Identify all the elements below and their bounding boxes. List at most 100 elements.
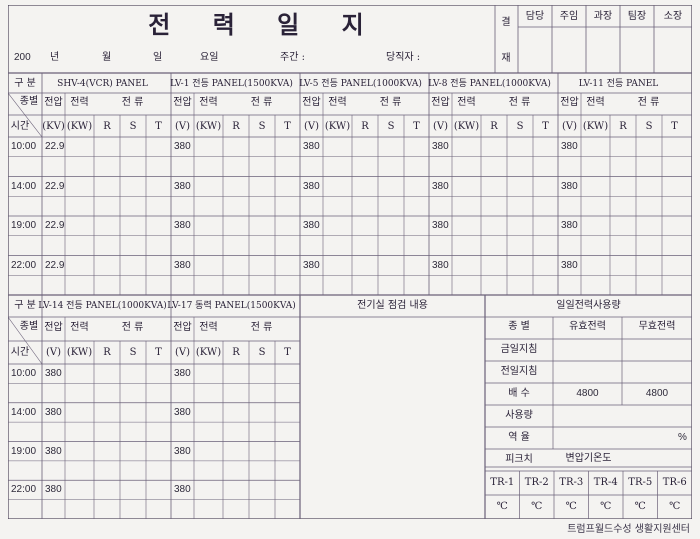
top-panel-4-current-label: 전 류 bbox=[508, 97, 531, 108]
top-panel-1-voltage-2: 22.9 bbox=[45, 180, 65, 192]
approval-side-top: 결 bbox=[501, 17, 511, 28]
top-panel-4-power-unit: (KW) bbox=[453, 121, 480, 132]
top-time-2: 14:00 bbox=[11, 180, 37, 192]
top-panel-1-voltage-3: 22.9 bbox=[45, 220, 65, 231]
top-panel-2-power-unit: (KW) bbox=[195, 121, 222, 132]
transformer-title: 변압기온도 bbox=[565, 453, 612, 464]
transformer-TR-6-unit: ℃ bbox=[669, 501, 681, 512]
top-panel-3-power-label: 전력 bbox=[328, 97, 347, 108]
top-panel-1-volt-unit: (KV) bbox=[42, 121, 65, 132]
approval-role-3: 과장 bbox=[593, 11, 613, 22]
transformer-TR-4-label: TR-4 bbox=[593, 477, 618, 488]
top-panel-1-phase-T: T bbox=[155, 121, 162, 132]
bottom-panel-1-power-unit: (KW) bbox=[66, 347, 93, 358]
section-label-bottom: 구 분 bbox=[14, 300, 36, 311]
form-grid-lines bbox=[8, 5, 692, 519]
section-label-top: 구 분 bbox=[14, 78, 36, 89]
transformer-TR-2-unit: ℃ bbox=[531, 501, 543, 512]
top-panel-2-voltage-4: 380 bbox=[174, 259, 191, 271]
inspection-title: 전기실 점검 내용 bbox=[357, 300, 428, 311]
top-panel-4-voltage-3: 380 bbox=[432, 220, 449, 231]
top-panel-4-voltage-4: 380 bbox=[432, 259, 449, 271]
top-panel-5-current-label: 전 류 bbox=[637, 97, 660, 108]
transformer-TR-2-label: TR-2 bbox=[524, 477, 549, 488]
bottom-panel-2-voltage-3: 380 bbox=[174, 445, 191, 457]
top-panel-3-phase-T: T bbox=[413, 121, 420, 132]
top-panel-5-voltage-2: 380 bbox=[561, 180, 578, 192]
top-panel-3-volt-unit: (V) bbox=[303, 121, 320, 132]
time-label-bottom: 시간 bbox=[10, 347, 30, 358]
top-panel-1-phase-R: R bbox=[103, 121, 111, 132]
shift-label: 주간 : bbox=[280, 52, 305, 63]
transformer-TR-5-label: TR-5 bbox=[628, 477, 653, 488]
bottom-panel-2-voltage-2: 380 bbox=[174, 406, 191, 418]
top-panel-5-phase-S: S bbox=[645, 121, 653, 132]
bottom-label-diagonal-line bbox=[8, 316, 43, 365]
top-time-1: 10:00 bbox=[11, 141, 37, 152]
top-panel-4-name: LV-8 전등 PANEL(1000KVA) bbox=[428, 79, 551, 89]
top-panel-1-voltage-1: 22.9 bbox=[45, 141, 65, 152]
usage-row-4-label: 사용량 bbox=[505, 410, 533, 421]
date-year-label: 년 bbox=[50, 52, 60, 63]
top-panel-4-phase-R: R bbox=[490, 121, 498, 132]
usage-row-3-label: 배 수 bbox=[508, 388, 530, 399]
bottom-panel-1-name: LV-14 전등 PANEL(1000KVA) bbox=[38, 301, 167, 311]
top-panel-2-voltage-2: 380 bbox=[174, 180, 191, 192]
bottom-panel-2-volt-unit: (V) bbox=[174, 347, 191, 358]
transformer-TR-1-label: TR-1 bbox=[490, 477, 515, 488]
top-panel-5-voltage-3: 380 bbox=[561, 220, 578, 231]
bottom-panel-1-voltage-1: 380 bbox=[45, 368, 62, 379]
top-panel-2-power-label: 전력 bbox=[199, 97, 218, 108]
bottom-panel-1-voltage-3: 380 bbox=[45, 445, 62, 457]
top-panel-2-volt-unit: (V) bbox=[174, 121, 191, 132]
usage-col-reactive: 무효전력 bbox=[638, 321, 676, 332]
bottom-panel-1-phase-T: T bbox=[155, 347, 162, 358]
top-time-4: 22:00 bbox=[11, 259, 37, 271]
footer-org-name: 트럼프월드수성 생활지원센터 bbox=[567, 524, 690, 535]
bottom-panel-1-voltage-2: 380 bbox=[45, 406, 62, 418]
bottom-time-2: 14:00 bbox=[11, 406, 37, 418]
bottom-panel-2-name: LV-17 동력 PANEL(1500KVA) bbox=[167, 301, 296, 311]
top-panel-2-voltage-3: 380 bbox=[174, 220, 191, 231]
bottom-panel-2-power-label: 전력 bbox=[199, 322, 218, 333]
top-panel-5-voltage-4: 380 bbox=[561, 259, 578, 271]
type-label-bottom: 종별 bbox=[19, 321, 39, 332]
date-day-label: 일 bbox=[153, 52, 163, 63]
top-panel-1-power-unit: (KW) bbox=[66, 121, 93, 132]
duty-label: 당직자 : bbox=[386, 52, 421, 63]
approval-role-2: 주임 bbox=[559, 11, 579, 22]
top-panel-5-power-label: 전력 bbox=[586, 97, 605, 108]
usage-col-item: 종 별 bbox=[508, 321, 530, 332]
top-panel-3-phase-S: S bbox=[387, 121, 395, 132]
top-panel-2-voltage-1: 380 bbox=[174, 141, 191, 152]
top-panel-4-phase-T: T bbox=[542, 121, 549, 132]
usage-row-5-reactive: % bbox=[678, 432, 687, 443]
top-panel-3-voltage-2: 380 bbox=[303, 180, 320, 192]
top-panel-5-name: LV-11 전등 PANEL bbox=[578, 79, 659, 89]
top-panel-4-phase-S: S bbox=[516, 121, 524, 132]
top-panel-5-voltage-1: 380 bbox=[561, 141, 578, 152]
top-panel-1-power-label: 전력 bbox=[70, 97, 89, 108]
bottom-time-3: 19:00 bbox=[11, 445, 37, 457]
usage-row-5-label: 역 율 bbox=[508, 432, 530, 443]
bottom-time-1: 10:00 bbox=[11, 368, 37, 379]
top-panel-3-current-label: 전 류 bbox=[379, 97, 402, 108]
top-panel-1-volt-label: 전압 bbox=[44, 97, 63, 108]
bottom-panel-2-voltage-1: 380 bbox=[174, 368, 191, 379]
usage-row-3-active: 4800 bbox=[576, 388, 599, 399]
usage-row-2-label: 전일지침 bbox=[500, 366, 538, 377]
top-panel-4-volt-label: 전압 bbox=[431, 97, 450, 108]
time-label-top: 시간 bbox=[10, 121, 30, 132]
bottom-panel-2-phase-R: R bbox=[232, 347, 240, 358]
top-panel-3-voltage-1: 380 bbox=[303, 141, 320, 152]
approval-side-bottom: 재 bbox=[501, 53, 511, 64]
date-year: 200 bbox=[14, 52, 31, 63]
top-panel-2-current-label: 전 류 bbox=[250, 97, 273, 108]
top-panel-3-voltage-4: 380 bbox=[303, 259, 320, 271]
approval-role-1: 담당 bbox=[525, 11, 545, 22]
bottom-panel-1-phase-R: R bbox=[103, 347, 111, 358]
date-month-label: 월 bbox=[102, 52, 112, 63]
usage-row-6-label: 피크치 bbox=[505, 454, 533, 465]
bottom-panel-2-voltage-4: 380 bbox=[174, 484, 191, 496]
